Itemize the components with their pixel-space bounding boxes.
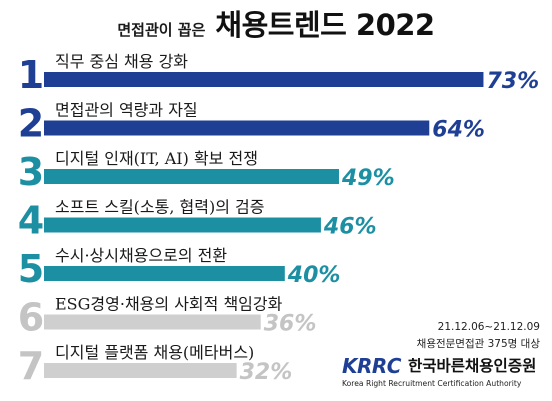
value-label: 73% [486, 69, 539, 94]
rank-number: 1 [18, 53, 44, 97]
rank-number: 6 [18, 296, 44, 340]
bar [44, 314, 261, 330]
value-label: 49% [341, 166, 395, 191]
rank-number: 5 [18, 247, 44, 291]
chart-main-title: 채용트렌드 2022 [215, 8, 435, 42]
rank-number: 7 [18, 344, 44, 388]
value-label: 46% [323, 215, 377, 240]
rank-number: 2 [18, 102, 44, 146]
value-label: 64% [432, 118, 485, 143]
bar [44, 266, 285, 281]
category-label: 디지털 인재(IT, AI) 확보 전쟁 [55, 149, 258, 168]
category-label: ESG경영·채용의 사회적 책임강화 [55, 295, 283, 314]
logo-name: 한국바른채용인증원 [408, 357, 537, 375]
krrc-logo: KRRC 한국바른채용인증원 Korea Right Recruitment C… [342, 352, 547, 394]
category-label: 수시·상시채용으로의 전환 [55, 246, 227, 265]
bar [44, 363, 237, 378]
logo-english: Korea Right Recruitment Certification Au… [342, 379, 522, 388]
survey-sample: 채용전문면접관 375명 대상 [416, 338, 540, 350]
bar [44, 72, 484, 87]
category-label: 면접관의 역량과 자질 [55, 101, 198, 120]
bar [44, 217, 321, 233]
rank-number: 4 [18, 199, 44, 243]
value-label: 40% [287, 263, 341, 288]
category-label: 직무 중심 채용 강화 [55, 52, 188, 71]
survey-period: 21.12.06~21.12.09 [437, 321, 540, 333]
value-label: 32% [240, 360, 293, 385]
rank-number: 3 [18, 150, 44, 194]
category-label: 디지털 플랫폼 채용(메타버스) [55, 343, 254, 362]
chart-subtitle: 면접관이 꼽은 [117, 21, 206, 39]
bar [44, 169, 339, 184]
chart-title: 면접관이 꼽은 채용트렌드 2022 [0, 2, 552, 44]
bar [44, 120, 430, 136]
logo-mark: KRRC [342, 354, 401, 378]
value-label: 36% [264, 312, 317, 337]
category-label: 소프트 스킬(소통, 협력)의 검증 [55, 198, 264, 217]
